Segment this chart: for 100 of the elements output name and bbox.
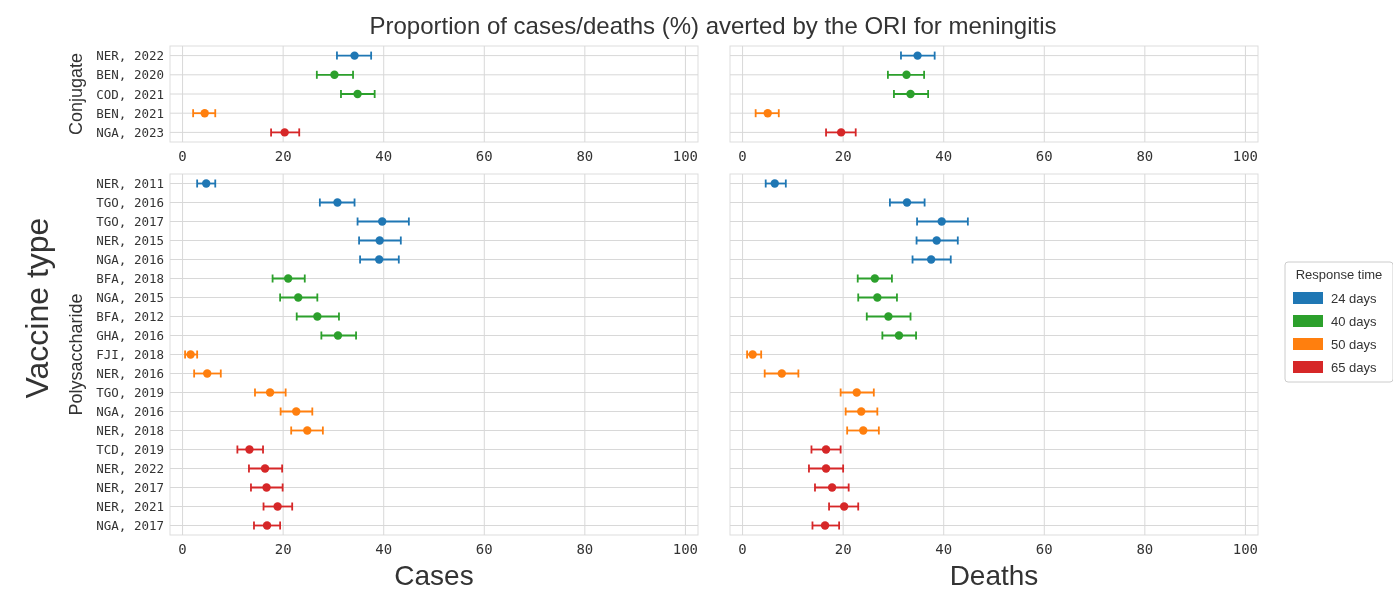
y-tick-label: NGA, 2016 (96, 252, 164, 267)
x-tick-label: 0 (178, 541, 187, 557)
y-tick-label: NER, 2017 (96, 480, 164, 495)
y-tick-label: NER, 2016 (96, 366, 164, 381)
y-tick-label: BEN, 2020 (96, 67, 164, 83)
point (273, 502, 282, 511)
point (374, 255, 384, 264)
point (330, 70, 339, 79)
x-tick-label: 60 (475, 148, 493, 164)
point (748, 350, 757, 359)
point (333, 198, 342, 207)
y-tick-label: NGA, 2017 (96, 518, 164, 533)
point (262, 483, 271, 492)
y-tick-label: NER, 2022 (96, 461, 164, 476)
y-tick-label: BFA, 2012 (96, 309, 164, 324)
point (870, 274, 880, 283)
y-tick-label: TGO, 2019 (96, 385, 164, 400)
y-axis-title: Polysaccharide (66, 293, 86, 416)
x-tick-label: 40 (375, 541, 393, 557)
y-tick-label: TGO, 2017 (96, 214, 164, 229)
point (350, 51, 359, 60)
y-tick-label: BEN, 2021 (96, 105, 164, 121)
y-tick-label: NER, 2015 (96, 233, 164, 248)
point (836, 128, 846, 137)
x-tick-label: 80 (576, 541, 594, 557)
point (821, 464, 831, 473)
point (873, 293, 882, 302)
point (852, 388, 861, 397)
y-tick-label: COD, 2021 (96, 86, 164, 102)
point (859, 426, 868, 435)
x-tick-label: 80 (576, 148, 594, 164)
x-tick-label: 0 (738, 148, 747, 164)
y-tick-label: BFA, 2018 (96, 271, 164, 286)
point (820, 521, 830, 530)
legend-title: Response time (1295, 267, 1383, 282)
y-tick-label: NER, 2021 (96, 499, 164, 514)
point (283, 274, 293, 283)
x-axis-title: Deaths (949, 560, 1039, 590)
point (262, 521, 272, 530)
y-tick-label: TCD, 2019 (96, 442, 164, 457)
y-tick-label: NER, 2022 (96, 48, 164, 64)
point (292, 407, 301, 416)
point (902, 70, 911, 79)
y-tick-label: NER, 2011 (96, 176, 164, 191)
legend-label: 24 days (1331, 291, 1378, 306)
point (894, 331, 904, 340)
point (294, 293, 303, 302)
point (821, 445, 831, 454)
point (763, 109, 772, 118)
point (375, 236, 384, 245)
x-tick-label: 40 (935, 541, 953, 557)
point (280, 128, 289, 137)
y-tick-label: NGA, 2015 (96, 290, 164, 305)
point (902, 198, 912, 207)
point (200, 109, 209, 118)
point (827, 483, 837, 492)
point (186, 350, 195, 359)
chart-title: Proportion of cases/deaths (%) averted by the ORI for meningitis (369, 12, 1057, 39)
point (857, 407, 866, 416)
point (777, 369, 786, 378)
point (932, 236, 941, 245)
point (926, 255, 936, 264)
x-tick-label: 20 (274, 541, 292, 557)
point (884, 312, 893, 321)
point (906, 89, 915, 99)
legend-label: 65 days (1331, 360, 1378, 375)
x-tick-label: 20 (834, 148, 852, 164)
point (839, 502, 849, 511)
legend-label: 40 days (1331, 314, 1378, 329)
x-tick-label: 60 (1035, 541, 1053, 557)
y-tick-label: GHA, 2016 (96, 328, 164, 343)
point (937, 217, 946, 226)
x-tick-label: 40 (935, 148, 953, 164)
y-tick-label: FJI, 2018 (96, 347, 164, 362)
x-tick-label: 80 (1136, 148, 1154, 164)
x-tick-label: 60 (475, 541, 493, 557)
point (770, 179, 779, 188)
y-tick-label: TGO, 2016 (96, 195, 164, 210)
y-tick-label: NER, 2018 (96, 423, 164, 438)
x-tick-label: 100 (1232, 541, 1259, 557)
x-tick-label: 80 (1136, 541, 1154, 557)
point (353, 89, 362, 99)
x-tick-label: 100 (672, 148, 699, 164)
x-tick-label: 60 (1035, 148, 1053, 164)
y-tick-label: NGA, 2016 (96, 404, 164, 419)
point (260, 464, 270, 473)
y-tick-label: NGA, 2023 (96, 124, 164, 140)
x-axis-title: Cases (394, 560, 474, 590)
x-tick-label: 100 (672, 541, 699, 557)
point (203, 369, 212, 378)
x-tick-label: 40 (375, 148, 393, 164)
point (313, 312, 322, 321)
y-axis-title: Conjugate (66, 52, 86, 136)
point (333, 331, 343, 340)
x-tick-label: 20 (834, 541, 852, 557)
point (303, 426, 312, 435)
point (913, 51, 922, 60)
point (378, 217, 387, 226)
point (245, 445, 254, 454)
x-tick-label: 20 (274, 148, 292, 164)
